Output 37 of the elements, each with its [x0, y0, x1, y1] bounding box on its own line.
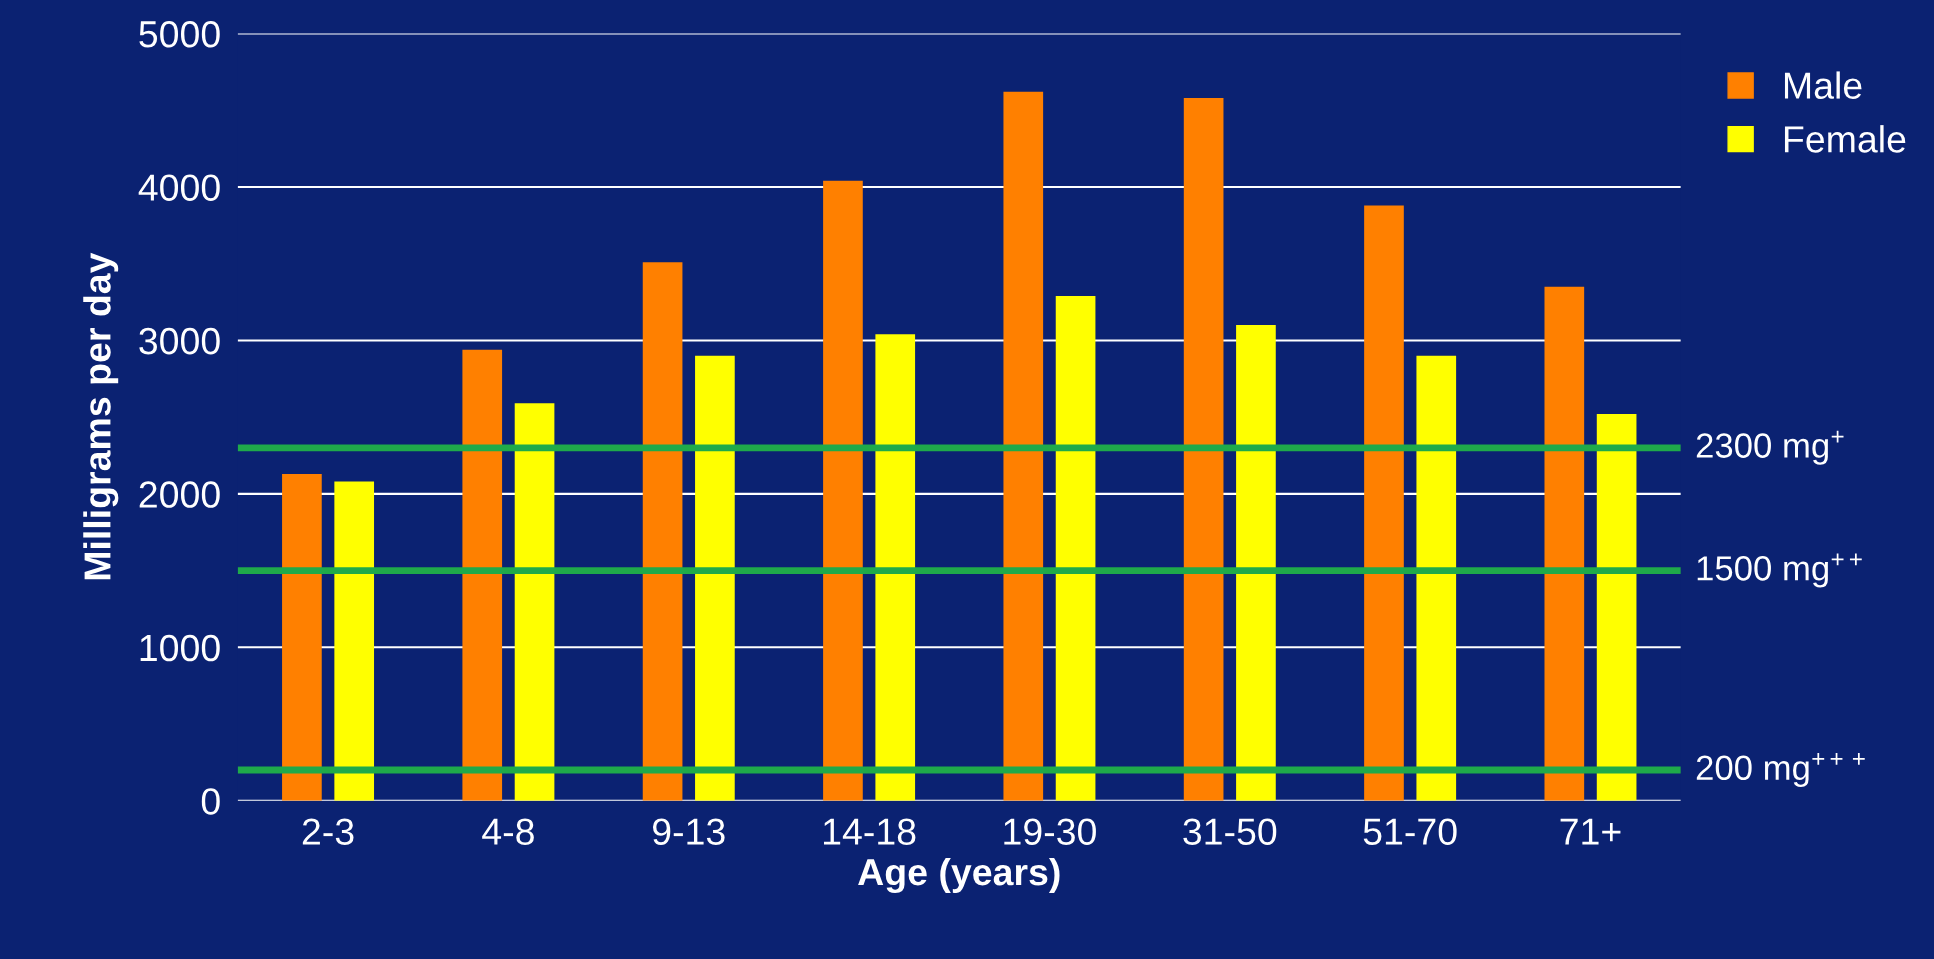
bar — [462, 349, 503, 801]
bar — [1003, 91, 1044, 801]
bar — [282, 473, 322, 801]
y-axis-title: Milligrams per day — [83, 252, 119, 580]
y-tick-label: 3000 — [139, 327, 220, 355]
x-tick-label: 14-18 — [824, 818, 916, 845]
x-tick-label: 19-30 — [1004, 818, 1096, 845]
bar — [1364, 205, 1404, 801]
bar — [334, 481, 375, 801]
x-tick-label: 71+ — [1560, 818, 1621, 845]
bar — [514, 403, 555, 801]
bar — [1416, 355, 1457, 801]
ref-line-label: 200 mg$^{+++}$ — [1696, 752, 1865, 787]
bar — [1544, 286, 1585, 801]
y-tick-label: 1000 — [140, 634, 220, 662]
bar — [823, 180, 863, 801]
bar — [1596, 414, 1637, 801]
x-tick-label: 2-3 — [302, 818, 354, 845]
ref-line-label: 1500 mg$^{++}$ — [1697, 553, 1862, 588]
x-tick-label: 4-8 — [482, 818, 534, 845]
legend-label: Female — [1784, 125, 1906, 153]
y-tick-label: 5000 — [139, 20, 220, 48]
bar — [875, 334, 916, 801]
x-tick-label: 51-70 — [1363, 818, 1457, 845]
x-tick-label: 31-50 — [1183, 818, 1277, 845]
y-tick-label: 2000 — [139, 481, 220, 508]
y-tick-label: 0 — [201, 788, 220, 815]
bar — [695, 355, 735, 801]
y-tick-label: 4000 — [138, 174, 220, 201]
x-tick-label: 9-13 — [652, 818, 725, 845]
legend-label: Male — [1784, 71, 1862, 99]
bar — [1236, 325, 1276, 801]
ref-line-label: 2300 mg$^{+}$ — [1696, 430, 1844, 465]
bar — [1055, 295, 1096, 801]
x-axis-title: Age (years) — [858, 857, 1060, 894]
bar — [642, 262, 683, 801]
bar — [1183, 98, 1224, 801]
